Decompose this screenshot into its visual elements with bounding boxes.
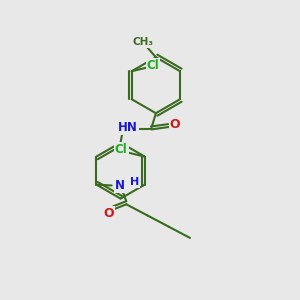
Text: HN: HN [118,122,138,134]
Text: N: N [115,179,125,192]
Text: O: O [103,207,114,220]
Text: CH₃: CH₃ [132,37,153,47]
Text: H: H [130,177,139,187]
Text: O: O [170,118,180,131]
Text: Cl: Cl [146,59,159,72]
Text: Cl: Cl [115,143,128,156]
